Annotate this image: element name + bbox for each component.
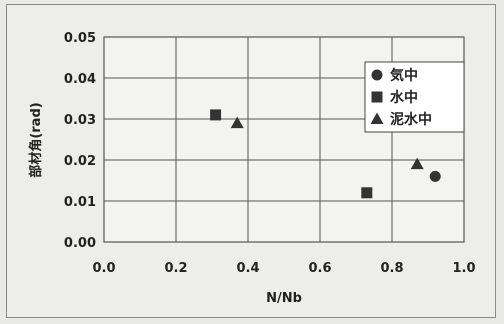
y-tick-labels: 0.00 0.01 0.02 0.03 0.04 0.05 xyxy=(64,31,96,251)
legend-label: 気中 xyxy=(390,67,418,84)
data-point-triangle xyxy=(230,116,244,129)
x-tick-label: 0.0 xyxy=(92,261,115,276)
legend-marker-circle xyxy=(371,69,383,81)
y-tick-label: 0.02 xyxy=(64,154,96,169)
y-axis-label: 部材角(rad) xyxy=(28,102,44,177)
x-tick-label: 0.4 xyxy=(236,261,259,276)
x-tick-label: 0.8 xyxy=(380,261,403,276)
data-point-square xyxy=(210,109,222,121)
x-axis-label: N/Nb xyxy=(266,291,302,306)
data-point-circle xyxy=(429,170,441,182)
legend-marker-square xyxy=(371,91,383,103)
legend-label: 泥水中 xyxy=(390,111,432,128)
x-tick-label: 0.2 xyxy=(164,261,187,276)
data-points xyxy=(210,109,441,199)
y-tick-label: 0.01 xyxy=(64,195,96,210)
y-tick-label: 0.00 xyxy=(64,236,96,251)
legend-label: 水中 xyxy=(390,89,418,106)
y-tick-label: 0.03 xyxy=(64,113,96,128)
y-tick-label: 0.04 xyxy=(64,72,96,87)
x-tick-label: 0.6 xyxy=(308,261,331,276)
x-tick-label: 1.0 xyxy=(452,261,475,276)
data-point-triangle xyxy=(410,157,424,170)
data-point-square xyxy=(361,187,373,199)
legend-marker-triangle xyxy=(370,112,384,124)
x-tick-labels: 0.0 0.2 0.4 0.6 0.8 1.0 xyxy=(92,261,475,276)
y-tick-label: 0.05 xyxy=(64,31,96,46)
